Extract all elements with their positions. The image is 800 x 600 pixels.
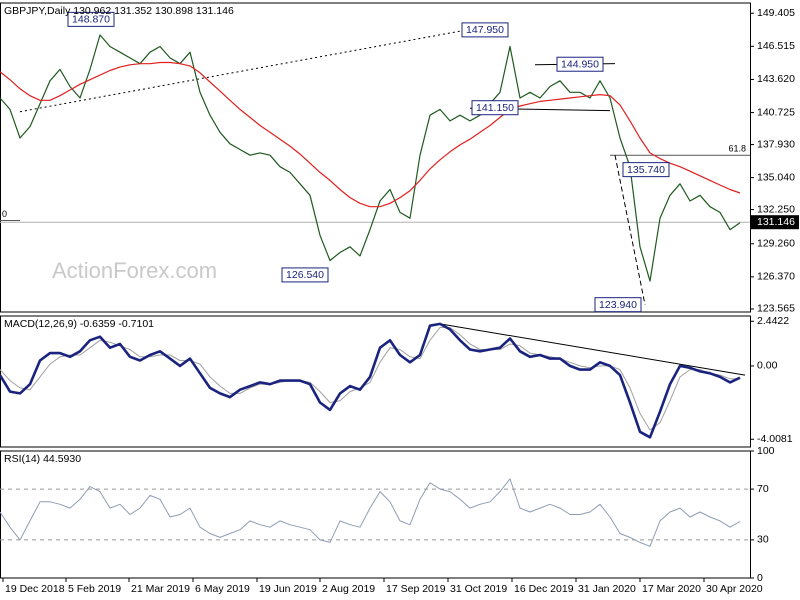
last-price-tag: [751, 215, 799, 230]
x-tick-label: 19 Dec 2018: [5, 583, 65, 595]
series-line: [0, 322, 741, 439]
y-tick-label: 140.725: [757, 106, 795, 118]
price-annotation-box: [556, 56, 604, 72]
x-tick-label: 19 Jun 2019: [259, 583, 317, 595]
trendline: [614, 155, 646, 305]
price-annotation: 135.740: [627, 164, 665, 176]
price-annotation: 141.150: [476, 102, 514, 114]
y-tick-label: 137.930: [757, 138, 795, 150]
x-tick-label: 16 Dec 2019: [514, 583, 574, 595]
fib-label: 0: [2, 209, 7, 219]
y-tick-label: 2.4422: [757, 315, 789, 327]
y-tick-label: 30: [757, 534, 769, 546]
y-tick-label: 100: [757, 445, 775, 457]
series-line: [0, 34, 741, 282]
x-tick-label: 17 Sep 2019: [386, 583, 446, 595]
y-tick-label: 149.405: [757, 7, 795, 19]
x-tick-label: 31 Oct 2019: [450, 583, 507, 595]
y-tick-label: 126.370: [757, 271, 795, 283]
price-annotation-box: [471, 100, 519, 116]
y-tick-label: 0: [757, 572, 763, 584]
y-tick-label: -4.0081: [757, 433, 793, 445]
price-annotation-box: [67, 11, 115, 27]
price-annotation: 123.940: [599, 299, 637, 311]
x-tick-label: 31 Jan 2020: [578, 583, 636, 595]
series-line: [0, 61, 741, 208]
price-annotation: 147.950: [466, 24, 504, 36]
x-tick-label: 21 Mar 2019: [131, 583, 190, 595]
price-annotation-box: [461, 22, 509, 38]
y-tick-label: 129.260: [757, 238, 795, 250]
price-annotation-box: [281, 267, 329, 283]
y-tick-label: 123.565: [757, 303, 795, 315]
last-price-label: 131.146: [757, 216, 795, 228]
x-tick-label: 5 Feb 2019: [68, 583, 121, 595]
panel-title: MACD(12,26,9) -0.6359 -0.7101: [4, 318, 154, 330]
x-tick-label: 17 Mar 2020: [642, 583, 701, 595]
y-tick-label: 146.515: [757, 40, 795, 52]
price-annotation: 148.870: [72, 14, 110, 26]
panel-title: RSI(14) 44.5930: [4, 453, 81, 465]
trendline: [19, 28, 471, 113]
x-tick-label: 30 Apr 2020: [706, 583, 763, 595]
y-tick-label: 0.00: [757, 360, 778, 372]
y-tick-label: 143.620: [757, 73, 795, 85]
panel-title: GBPJPY,Daily 130.962 131.352 130.898 131…: [4, 5, 234, 17]
price-annotation: 144.950: [561, 59, 599, 71]
y-tick-label: 132.250: [757, 203, 795, 215]
price-annotation-box: [622, 162, 670, 178]
watermark: ActionForex.com: [52, 258, 217, 283]
x-tick-label: 2 Aug 2019: [322, 583, 375, 595]
y-tick-label: 70: [757, 483, 769, 495]
y-tick-label: 135.040: [757, 171, 795, 183]
trendline: [439, 323, 746, 376]
price-annotation: 126.540: [286, 269, 324, 281]
series-line: [0, 478, 741, 547]
x-tick-label: 6 May 2019: [195, 583, 250, 595]
price-annotation-box: [594, 297, 642, 313]
fib-label: 61.8: [728, 144, 746, 154]
